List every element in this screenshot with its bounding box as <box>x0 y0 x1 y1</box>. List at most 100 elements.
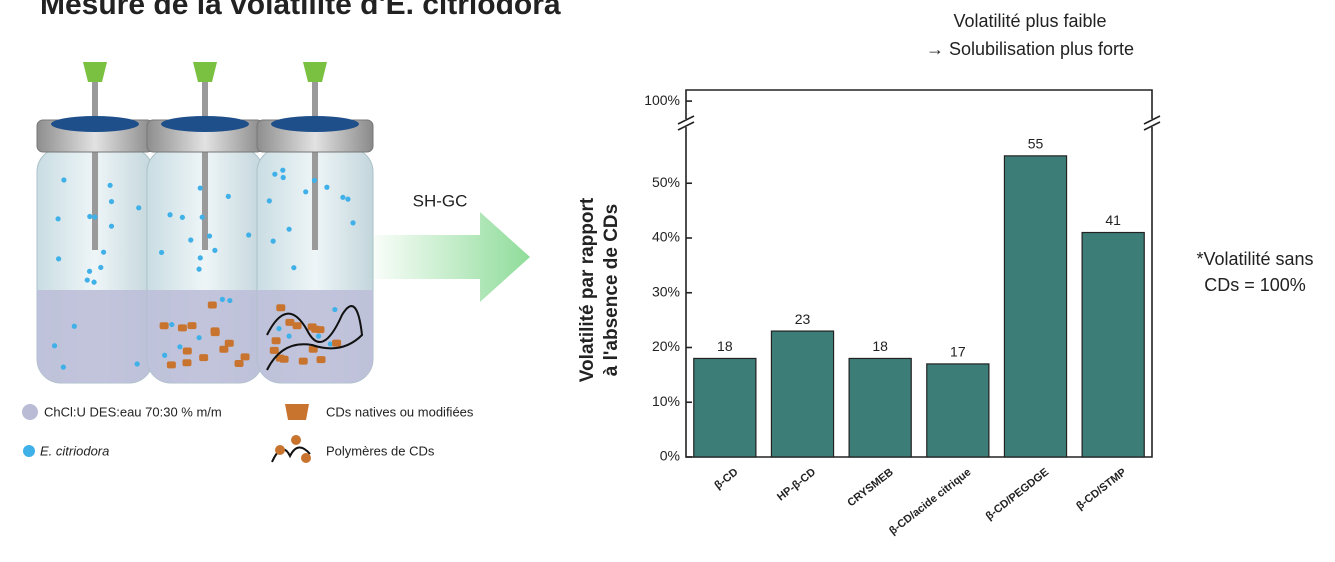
cd-particle <box>199 354 209 362</box>
y-tick-label: 50% <box>652 174 680 190</box>
aroma-dot <box>219 296 225 302</box>
cd-particle <box>307 323 317 331</box>
annotation: → Solubilisation plus forte <box>926 39 1134 59</box>
needle <box>202 70 208 250</box>
process-arrow <box>365 212 530 302</box>
y-axis-title: Volatilité par rapport à l'absence de CD… <box>577 197 622 382</box>
aroma-dot <box>136 205 142 211</box>
cd-particle <box>219 345 229 353</box>
aroma-dot <box>169 321 175 328</box>
cd-particle <box>332 339 342 347</box>
y-tick-label: 20% <box>652 338 680 354</box>
vial-liquid <box>147 290 263 383</box>
aroma-dot <box>98 264 104 271</box>
note: CDs = 100% <box>1204 275 1306 295</box>
note: *Volatilité sans <box>1196 249 1313 269</box>
aroma-dot <box>91 279 97 285</box>
aroma-dot <box>311 177 318 184</box>
legend-icon <box>301 453 311 463</box>
aroma-dot <box>55 256 62 262</box>
axis-break-mark <box>1143 115 1161 125</box>
aroma-dot <box>291 265 297 271</box>
method-label: SH-GC <box>413 191 468 210</box>
aroma-dot <box>86 268 93 274</box>
aroma-dot <box>55 216 61 222</box>
vials <box>36 62 374 384</box>
bar <box>770 330 835 458</box>
needle <box>312 70 318 250</box>
aroma-dot <box>350 220 356 226</box>
cd-particle <box>207 301 217 309</box>
aroma-dot <box>107 182 113 188</box>
value-label: 23 <box>795 311 811 327</box>
cd-particle <box>269 346 279 354</box>
aroma-dot <box>108 198 115 205</box>
bar <box>1081 231 1145 458</box>
y-tick-label: 30% <box>652 283 680 299</box>
value-label: 17 <box>950 344 966 360</box>
cap-top <box>51 116 139 132</box>
aroma-dot <box>266 198 272 204</box>
needle <box>92 70 98 250</box>
cd-particle <box>276 304 286 312</box>
aroma-dot <box>84 277 90 283</box>
aroma-dot <box>340 194 346 200</box>
cd-particle <box>182 347 192 355</box>
polymer-chain <box>266 305 364 371</box>
cd-particle <box>279 355 289 363</box>
cd-particle <box>234 360 244 368</box>
axis-break-gap <box>678 119 694 127</box>
plot-frame <box>685 89 1153 458</box>
cd-particle <box>292 322 302 330</box>
legend-icon <box>275 445 285 455</box>
aroma-dot <box>280 167 286 173</box>
x-tick-label: β-CD/STMP <box>1074 466 1129 512</box>
aroma-dot <box>315 333 322 339</box>
y-axis-title-line: à l'absence de CDs <box>601 204 622 376</box>
slide-title: Mesure de la volatilité d'E. citriodora <box>40 0 561 21</box>
aroma-dot <box>177 344 183 350</box>
aroma-dot <box>60 364 66 370</box>
aroma-dot <box>196 335 202 341</box>
bar <box>926 363 990 458</box>
aroma-dot <box>61 177 67 183</box>
cd-particle <box>315 326 325 334</box>
cd-particle <box>271 337 281 345</box>
vial-liquid <box>37 290 153 383</box>
y-axis-title-line: Volatilité par rapport <box>577 197 598 382</box>
aroma-dot <box>51 343 58 349</box>
cd-particle <box>316 356 326 364</box>
y-tick-label: 40% <box>652 229 680 245</box>
cd-particle <box>177 324 187 332</box>
aroma-dot <box>303 189 309 195</box>
bar <box>1003 155 1068 458</box>
cd-particle <box>240 353 250 361</box>
aroma-dot <box>197 255 203 261</box>
aroma-dot <box>179 214 185 220</box>
legend-text: E. citriodora <box>40 443 109 458</box>
septum <box>193 62 217 82</box>
aroma-dot <box>270 238 276 244</box>
septum <box>303 62 327 82</box>
aroma-dot <box>196 266 202 272</box>
legend-icon <box>285 404 309 420</box>
value-label: 18 <box>872 338 888 354</box>
aroma-dot <box>199 214 205 220</box>
x-tick-label: HP-β-CD <box>775 466 818 503</box>
legend-text: CDs natives ou modifiées <box>326 404 474 419</box>
cd-particle <box>182 359 192 367</box>
chart: 0% 10% 20% 30% 40% 50% 100% 18 β-CD 23 HP-β-CD 18 CR… <box>644 89 1161 537</box>
value-label: 41 <box>1105 212 1121 228</box>
aroma-dot <box>188 237 194 243</box>
bar <box>693 357 757 458</box>
legend-text: ChCl:U DES:eau 70:30 % m/m <box>44 404 222 419</box>
aroma-dot <box>134 361 140 367</box>
aroma-dot <box>286 333 292 339</box>
axis-break-mark <box>677 121 695 131</box>
cd-particle <box>224 339 234 347</box>
legend-icon <box>22 404 38 420</box>
axis-break-gap <box>1144 119 1160 127</box>
cd-particle <box>308 345 318 353</box>
